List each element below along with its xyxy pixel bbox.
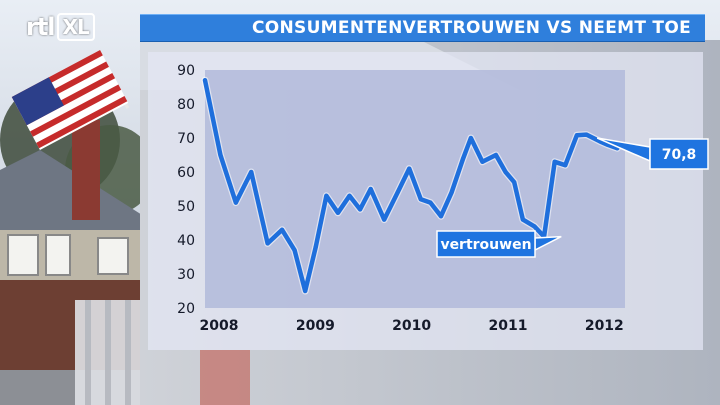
data-point (520, 217, 525, 222)
data-point (591, 136, 596, 140)
y-tick-label: 70 (177, 131, 195, 147)
x-tick-label: 2012 (585, 318, 624, 334)
x-tick-label: 2009 (296, 318, 335, 334)
x-tick-label: 2008 (200, 318, 239, 334)
series-label-box (436, 230, 536, 258)
data-point (512, 180, 517, 185)
data-point (347, 193, 352, 198)
chart-title: CONSUMENTENVERTROUWEN VS NEEMT TOE (251, 18, 691, 38)
data-point (584, 132, 589, 137)
data-point (218, 153, 223, 157)
logo-prefix: rtl (26, 13, 56, 41)
data-point (382, 217, 387, 222)
x-tick-label: 2010 (392, 318, 431, 334)
series-label-pointer (534, 235, 562, 252)
title-bar: CONSUMENTENVERTROUWEN VS NEEMT TOE (140, 14, 705, 42)
data-point (461, 156, 466, 161)
y-tick-label: 20 (177, 301, 195, 317)
rtl-xl-logo: rtl XL (26, 10, 95, 44)
x-tick-label: 2011 (489, 318, 528, 334)
series-label: vertrouwen (440, 237, 531, 253)
data-point (395, 190, 400, 195)
data-point (563, 163, 568, 168)
y-tick-label: 60 (177, 165, 195, 181)
y-tick-label: 80 (177, 97, 195, 113)
data-point (552, 159, 557, 164)
data-point (532, 224, 537, 229)
logo-suffix: XL (56, 13, 95, 41)
data-point (280, 227, 285, 232)
data-point (468, 136, 473, 140)
data-point (368, 187, 373, 191)
data-point (324, 193, 329, 198)
end-value-label: 70,8 (662, 147, 697, 163)
y-tick-label: 50 (177, 199, 195, 215)
data-point (335, 210, 340, 215)
data-point (313, 244, 318, 249)
data-point (428, 200, 433, 205)
data-point (358, 207, 363, 212)
end-value-box (649, 138, 709, 170)
y-tick-label: 30 (177, 267, 195, 283)
data-point (493, 153, 498, 157)
end-value-pointer (596, 137, 651, 163)
y-tick-label: 40 (177, 233, 195, 249)
data-point (249, 170, 254, 174)
y-tick-label: 90 (177, 63, 195, 79)
data-point (480, 159, 485, 164)
data-point (292, 248, 297, 253)
data-point (574, 133, 579, 138)
data-point (439, 214, 444, 219)
data-point (407, 166, 412, 171)
data-point (203, 78, 207, 83)
series-line-halo (201, 76, 621, 295)
series-line-vertrouwen (202, 77, 620, 294)
data-point (449, 190, 454, 195)
data-point (418, 197, 423, 202)
data-point (303, 289, 308, 293)
data-point (503, 170, 508, 174)
data-point (233, 200, 238, 205)
data-point (265, 241, 270, 246)
